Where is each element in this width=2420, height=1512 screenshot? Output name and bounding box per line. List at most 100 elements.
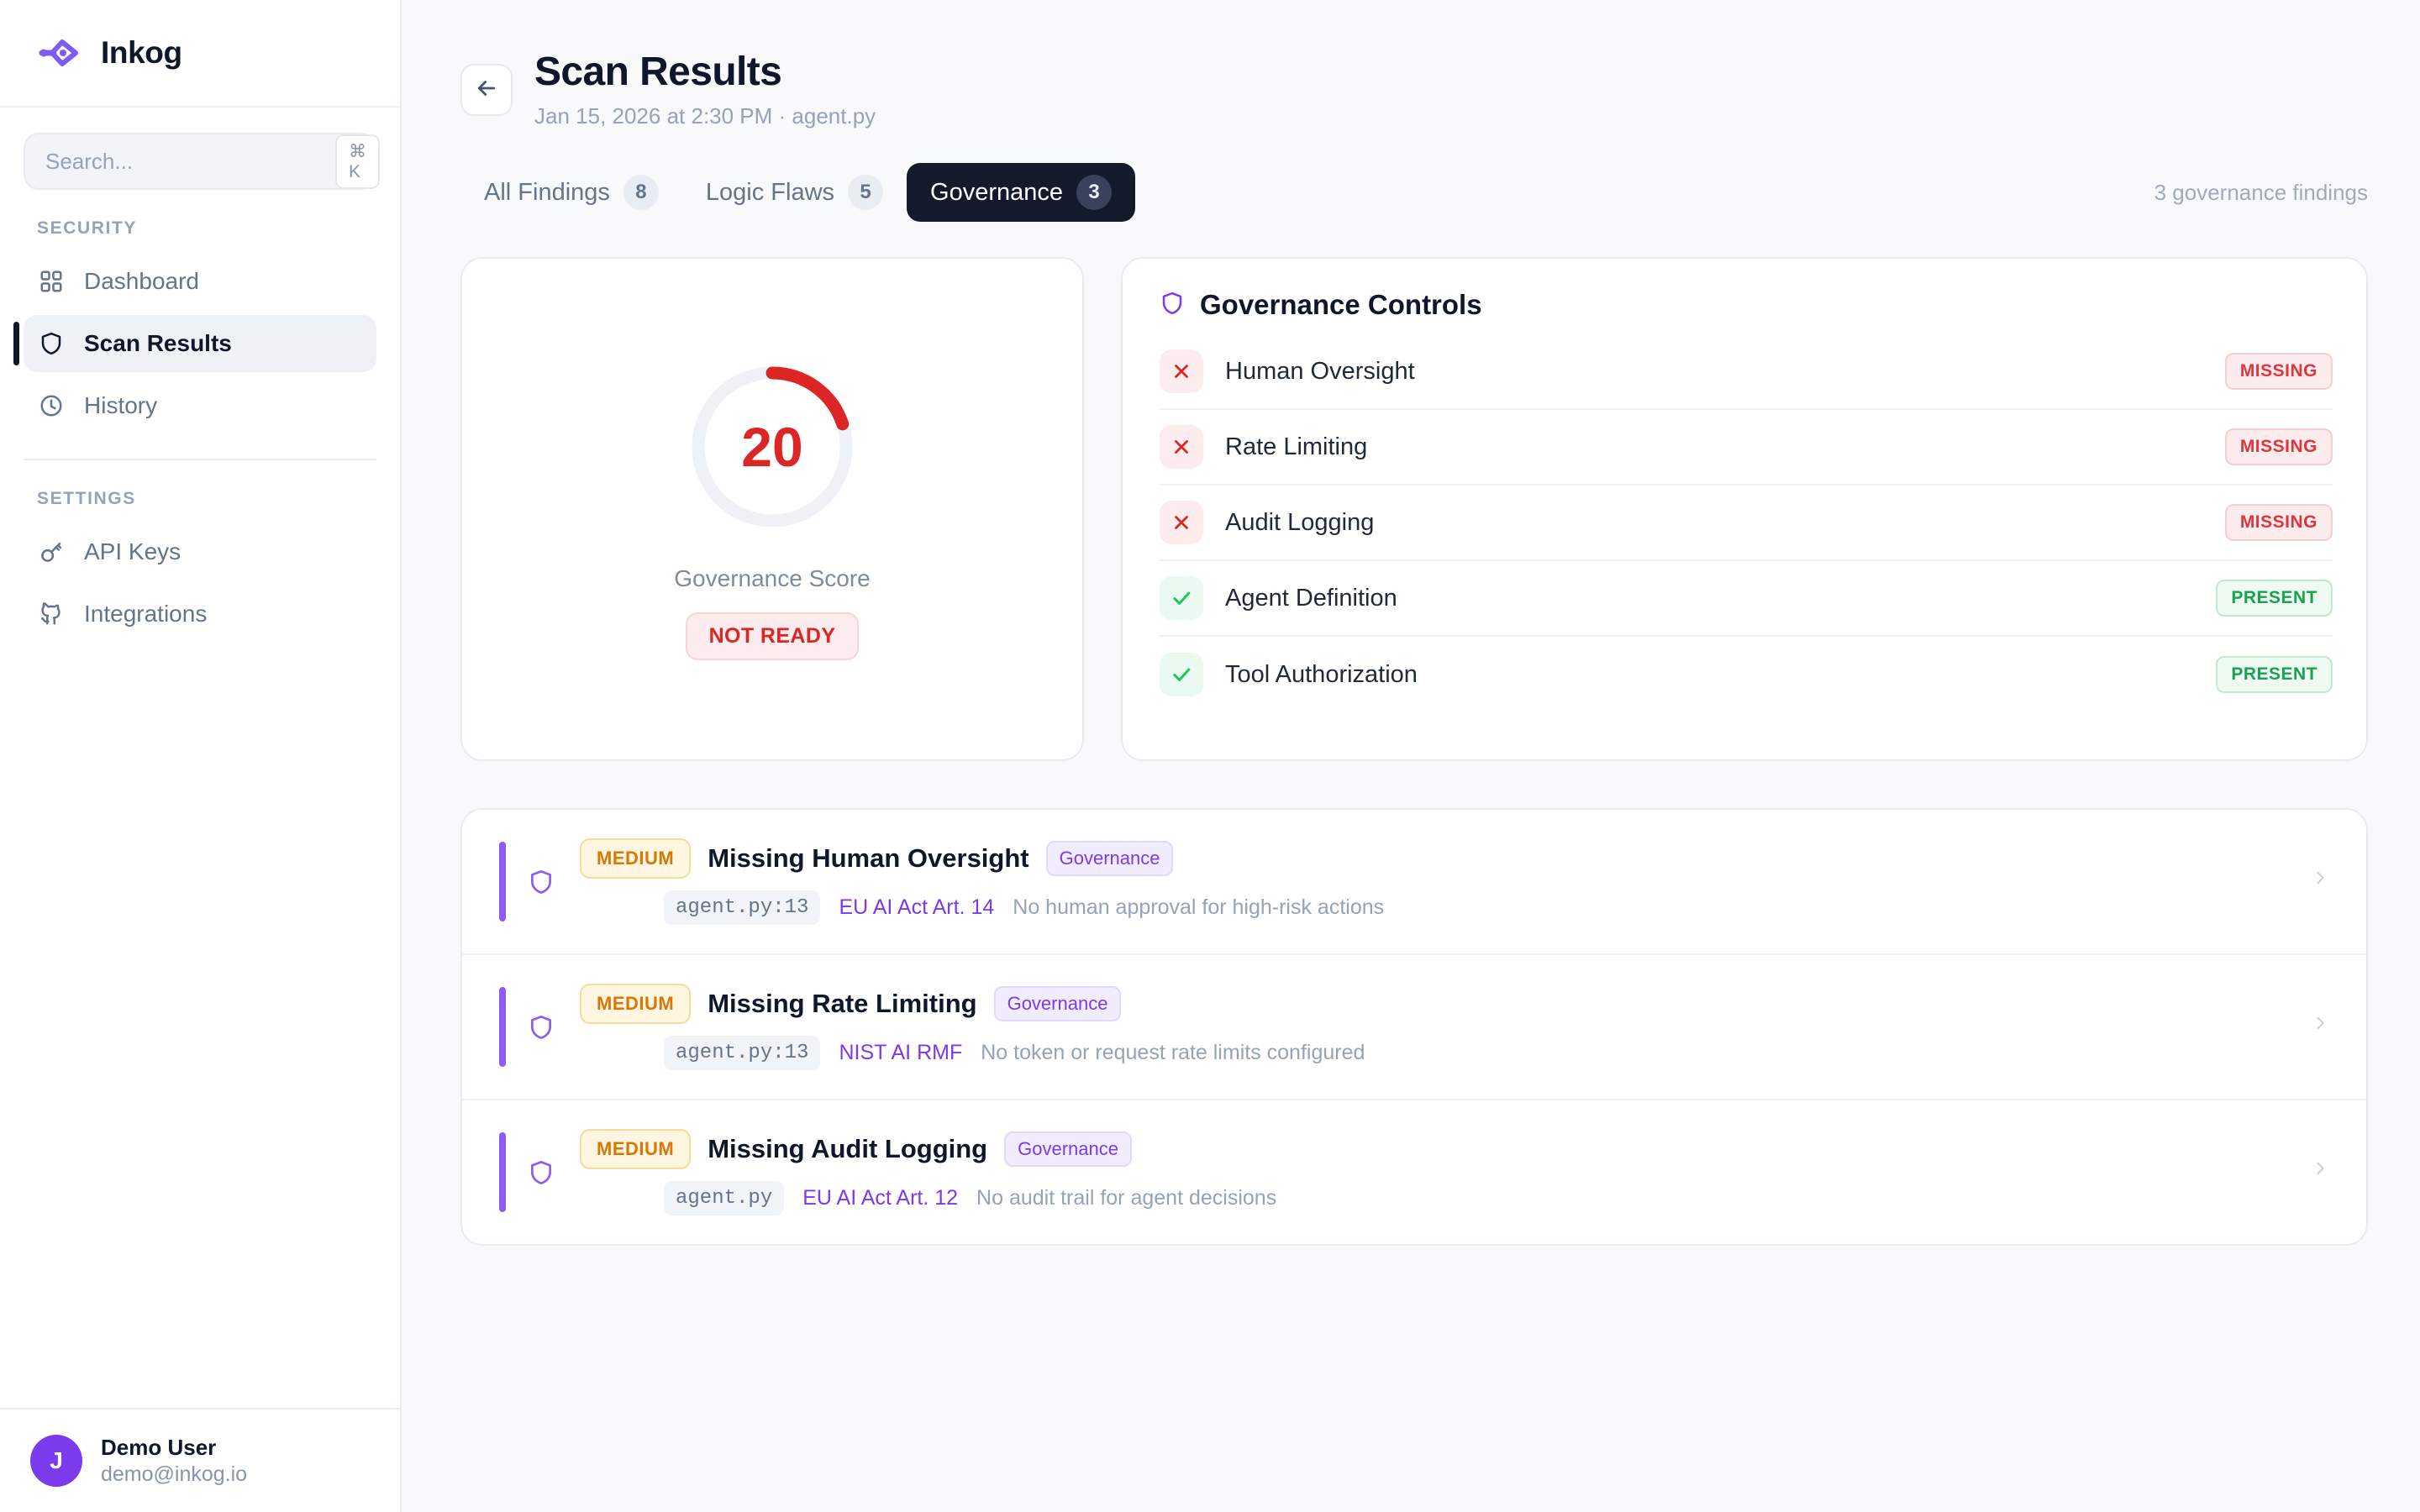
finding-meta-line: agent.py:13 EU AI Act Art. 14 No human a… <box>580 890 2286 925</box>
check-icon <box>1160 576 1203 620</box>
search-box[interactable]: ⌘ K <box>24 133 380 190</box>
category-badge: Governance <box>993 986 1122 1021</box>
sidebar-item-label: Scan Results <box>84 330 232 356</box>
severity-badge: MEDIUM <box>580 984 692 1024</box>
sidebar: Inkog ⌘ K SECURITY Dashboard <box>0 0 402 1512</box>
shield-icon <box>528 1158 556 1187</box>
tab-label: Logic Flaws <box>705 178 835 206</box>
control-name: Rate Limiting <box>1225 433 1368 460</box>
finding-standard: NIST AI RMF <box>839 1041 963 1064</box>
finding-body: MEDIUM Missing Rate Limiting Governance … <box>580 984 2286 1070</box>
status-badge: MISSING <box>2224 504 2333 541</box>
brand[interactable]: Inkog <box>0 0 400 108</box>
finding-location: agent.py:13 <box>664 1036 821 1070</box>
controls-header: Governance Controls <box>1160 289 2333 321</box>
arrow-left-icon <box>474 76 499 105</box>
grid-icon <box>37 267 66 296</box>
control-name: Tool Authorization <box>1225 660 1418 688</box>
sidebar-item-integrations[interactable]: Integrations <box>24 585 376 643</box>
finding-title: Missing Human Oversight <box>708 843 1029 873</box>
tab-count: 5 <box>848 175 884 210</box>
search-wrap: ⌘ K <box>0 108 400 190</box>
brand-name: Inkog <box>101 35 182 70</box>
status-badge: MISSING <box>2224 353 2333 390</box>
x-icon <box>1160 425 1203 469</box>
finding-body: MEDIUM Missing Audit Logging Governance … <box>580 1129 2286 1215</box>
tab-logic-flaws[interactable]: Logic Flaws 5 <box>682 163 907 222</box>
sidebar-divider <box>24 459 376 460</box>
tab-count: 3 <box>1076 175 1113 210</box>
search-input[interactable] <box>45 148 327 175</box>
tab-label: Governance <box>930 178 1064 206</box>
chevron-right-icon[interactable] <box>2286 1154 2329 1190</box>
governance-score-gauge: 20 <box>684 359 860 535</box>
control-name: Audit Logging <box>1225 508 1375 536</box>
control-row: Human Oversight MISSING <box>1160 334 2333 410</box>
findings-list: MEDIUM Missing Human Oversight Governanc… <box>460 808 2368 1246</box>
status-badge: NOT READY <box>685 612 860 660</box>
finding-location: agent.py:13 <box>664 890 821 925</box>
shield-icon <box>37 329 66 358</box>
x-icon <box>1160 501 1203 544</box>
page-subtitle: Jan 15, 2026 at 2:30 PM · agent.py <box>534 103 876 129</box>
category-badge: Governance <box>1004 1131 1132 1167</box>
search-shortcut: ⌘ K <box>335 134 380 189</box>
sidebar-section-settings: SETTINGS <box>37 489 136 508</box>
summary-cards: 20 Governance Score NOT READY Governance… <box>402 222 2420 761</box>
back-button[interactable] <box>460 64 513 116</box>
finding-row[interactable]: MEDIUM Missing Human Oversight Governanc… <box>462 810 2366 955</box>
governance-score-card: 20 Governance Score NOT READY <box>460 257 1084 761</box>
severity-bar <box>499 1132 506 1212</box>
control-name: Agent Definition <box>1225 584 1397 612</box>
status-badge: MISSING <box>2224 428 2333 465</box>
tab-count: 8 <box>623 175 659 210</box>
finding-primary-line: MEDIUM Missing Audit Logging Governance <box>580 1129 2286 1169</box>
shield-icon <box>1160 290 1185 321</box>
sidebar-section-security: SECURITY <box>37 218 137 238</box>
user-name: Demo User <box>101 1435 217 1461</box>
control-row: Audit Logging MISSING <box>1160 486 2333 561</box>
page-title: Scan Results <box>534 50 782 94</box>
control-row: Tool Authorization PRESENT <box>1160 637 2333 712</box>
severity-bar <box>499 987 506 1067</box>
finding-primary-line: MEDIUM Missing Rate Limiting Governance <box>580 984 2286 1024</box>
finding-description: No audit trail for agent decisions <box>976 1186 1277 1210</box>
sidebar-item-dashboard[interactable]: Dashboard <box>24 253 376 310</box>
finding-description: No human approval for high-risk actions <box>1013 895 1385 919</box>
sidebar-item-scan-results[interactable]: Scan Results <box>13 315 376 372</box>
sidebar-item-label: API Keys <box>84 538 182 564</box>
tab-label: All Findings <box>484 178 610 206</box>
findings-count-note: 3 governance findings <box>2154 179 2368 205</box>
tab-governance[interactable]: Governance 3 <box>907 163 1136 222</box>
control-name: Human Oversight <box>1225 357 1415 385</box>
main-content: Scan Results Jan 15, 2026 at 2:30 PM · a… <box>402 0 2420 1512</box>
sidebar-item-label: History <box>84 392 158 418</box>
user-text: Demo User demo@inkog.io <box>101 1434 247 1488</box>
shield-icon <box>528 868 556 896</box>
finding-standard: EU AI Act Art. 12 <box>802 1186 959 1210</box>
sidebar-item-history[interactable]: History <box>24 377 376 434</box>
tab-all-findings[interactable]: All Findings 8 <box>460 163 682 222</box>
user-profile[interactable]: J Demo User demo@inkog.io <box>0 1408 400 1512</box>
control-row: Rate Limiting MISSING <box>1160 410 2333 486</box>
pen-nib-icon <box>37 36 82 70</box>
finding-standard: EU AI Act Art. 14 <box>839 895 995 919</box>
sidebar-item-api-keys[interactable]: API Keys <box>24 523 376 580</box>
finding-title: Missing Rate Limiting <box>708 989 977 1018</box>
shield-icon <box>528 1013 556 1042</box>
check-icon <box>1160 653 1203 696</box>
controls-title: Governance Controls <box>1200 289 1482 320</box>
status-badge: PRESENT <box>2216 656 2333 693</box>
x-icon <box>1160 349 1203 393</box>
finding-title: Missing Audit Logging <box>708 1134 988 1163</box>
governance-controls-card: Governance Controls Human Oversight MISS… <box>1121 257 2368 761</box>
category-badge: Governance <box>1045 841 1174 876</box>
chevron-right-icon[interactable] <box>2286 864 2329 900</box>
clock-icon <box>37 391 66 420</box>
finding-meta-line: agent.py:13 NIST AI RMF No token or requ… <box>580 1036 2286 1070</box>
severity-badge: MEDIUM <box>580 1129 692 1169</box>
finding-row[interactable]: MEDIUM Missing Audit Logging Governance … <box>462 1100 2366 1244</box>
finding-row[interactable]: MEDIUM Missing Rate Limiting Governance … <box>462 955 2366 1100</box>
sidebar-item-label: Integrations <box>84 601 208 627</box>
chevron-right-icon[interactable] <box>2286 1009 2329 1045</box>
